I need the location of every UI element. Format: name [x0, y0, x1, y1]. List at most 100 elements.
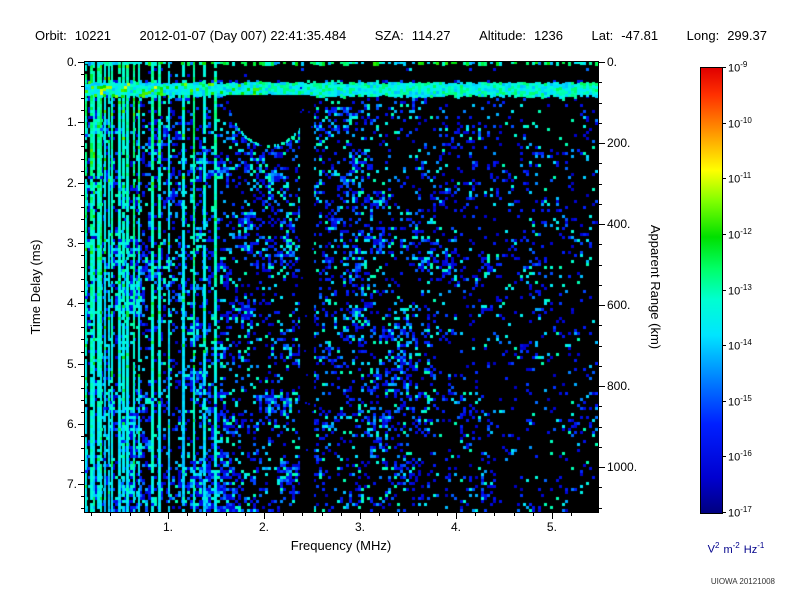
y-minor-tick-mark-left — [81, 435, 84, 437]
y-minor-tick-mark-left — [81, 230, 84, 232]
unit-symbol: m — [723, 543, 733, 556]
unit-exponent: 2 — [715, 541, 720, 550]
x-minor-tick-mark — [494, 513, 496, 516]
colorbar-tick-mark — [723, 512, 726, 513]
y-tick-mark-right — [599, 386, 605, 388]
x-minor-tick-mark — [379, 513, 381, 516]
y-axis-label-right: Apparent Range (km) — [648, 224, 663, 350]
y-minor-tick-mark-left — [81, 146, 84, 148]
x-minor-tick-mark — [148, 513, 150, 516]
y-minor-tick-mark-right — [599, 426, 602, 428]
x-minor-tick-mark — [398, 513, 400, 516]
orbit-value: 10221 — [74, 28, 111, 43]
sza-field: SZA: 114.27 — [375, 28, 451, 43]
header-info: Orbit: 10221 2012-01-07 (Day 007) 22:41:… — [35, 28, 767, 43]
x-tick-mark — [455, 513, 457, 519]
colorbar-tick-mark — [723, 67, 726, 68]
y-minor-tick-mark-left — [81, 279, 84, 281]
y-minor-tick-mark-right — [599, 264, 602, 266]
y-minor-tick-mark-left — [81, 170, 84, 172]
y-minor-tick-mark-left — [81, 315, 84, 317]
colorbar-tick-label: 10-9 — [728, 60, 747, 75]
watermark: UIOWA 20121008 — [710, 577, 775, 586]
x-minor-tick-mark — [513, 513, 515, 516]
y-tick-label-left: 7. — [66, 477, 77, 492]
x-tick-mark — [359, 513, 361, 519]
lat-field: Lat: -47.81 — [592, 28, 659, 43]
y-tick-mark-left — [78, 484, 84, 486]
y-minor-tick-mark-left — [81, 387, 84, 389]
colorbar — [700, 67, 723, 514]
y-minor-tick-mark-right — [599, 284, 602, 286]
x-minor-tick-mark — [110, 513, 112, 516]
colorbar-tick-base: 10 — [728, 507, 741, 520]
x-tick-label: 3. — [354, 520, 365, 534]
altitude-field: Altitude: 1236 — [479, 28, 563, 43]
x-axis-label: Frequency (MHz) — [290, 538, 392, 553]
y-tick-label-left: 2. — [66, 175, 77, 190]
y-tick-label-left: 3. — [66, 235, 77, 250]
colorbar-tick-base: 10 — [728, 118, 741, 131]
colorbar-tick-exponent: -13 — [740, 282, 752, 292]
sza-label: SZA: — [374, 28, 404, 43]
y-tick-label-left: 5. — [66, 356, 77, 371]
y-minor-tick-mark-left — [81, 267, 84, 269]
colorbar-tick-exponent: -10 — [740, 115, 752, 125]
y-minor-tick-mark-left — [81, 508, 84, 510]
y-minor-tick-mark-right — [599, 325, 602, 327]
lat-value: -47.81 — [621, 28, 659, 43]
y-tick-mark-right — [599, 467, 605, 469]
y-tick-label-right: 400. — [607, 217, 631, 232]
colorbar-tick-exponent: -15 — [740, 393, 752, 403]
unit-symbol: V — [707, 543, 715, 556]
colorbar-tick-exponent: -11 — [740, 171, 752, 181]
colorbar-tick-exponent: -12 — [740, 226, 752, 236]
colorbar-tick-label: 10-11 — [728, 171, 751, 186]
unit-exponent: -1 — [757, 541, 765, 550]
x-minor-tick-mark — [187, 513, 189, 516]
x-minor-tick-mark — [244, 513, 246, 516]
y-tick-label-left: 1. — [66, 115, 77, 130]
altitude-label: Altitude: — [479, 28, 527, 43]
colorbar-tick-label: 10-13 — [728, 283, 752, 298]
y-minor-tick-mark-left — [81, 399, 84, 401]
sza-value: 114.27 — [411, 28, 451, 43]
x-minor-tick-mark — [129, 513, 131, 516]
y-minor-tick-mark-right — [599, 183, 602, 185]
x-minor-tick-mark — [225, 513, 227, 516]
y-tick-mark-left — [78, 62, 84, 63]
y-minor-tick-mark-left — [81, 460, 84, 462]
colorbar-tick-exponent: -17 — [740, 505, 752, 514]
colorbar-tick-label: 10-14 — [728, 338, 752, 353]
x-tick-mark — [263, 513, 265, 519]
colorbar-tick-mark — [723, 122, 726, 124]
y-minor-tick-mark-left — [81, 158, 84, 160]
x-minor-tick-mark — [436, 513, 438, 516]
y-minor-tick-mark-left — [81, 255, 84, 257]
y-tick-label-left: 4. — [66, 296, 77, 311]
x-tick-mark — [551, 513, 553, 519]
y-tick-label-right: 200. — [607, 136, 631, 150]
x-tick-label: 5. — [546, 520, 557, 534]
colorbar-tick-exponent: -14 — [740, 338, 752, 348]
y-tick-mark-right — [599, 224, 605, 226]
y-minor-tick-mark-right — [599, 163, 602, 165]
x-tick-mark — [168, 513, 170, 519]
x-minor-tick-mark — [321, 513, 323, 516]
y-minor-tick-mark-left — [81, 351, 84, 353]
colorbar-tick-label: 10-16 — [728, 449, 752, 464]
colorbar-tick-base: 10 — [728, 452, 741, 465]
colorbar-tick-mark — [723, 345, 726, 347]
x-minor-tick-mark — [475, 513, 477, 516]
y-minor-tick-mark-left — [81, 375, 84, 377]
x-minor-tick-mark — [417, 513, 419, 516]
y-minor-tick-mark-left — [81, 218, 84, 220]
y-tick-mark-left — [78, 242, 84, 244]
colorbar-tick-label: 10-12 — [728, 227, 752, 242]
orbit-field: Orbit: 10221 — [35, 28, 111, 43]
colorbar-tick-mark — [723, 178, 726, 180]
y-minor-tick-mark-left — [81, 472, 84, 474]
long-field: Long: 299.37 — [687, 28, 767, 43]
y-minor-tick-mark-left — [81, 496, 84, 498]
y-tick-mark-right — [599, 62, 605, 63]
